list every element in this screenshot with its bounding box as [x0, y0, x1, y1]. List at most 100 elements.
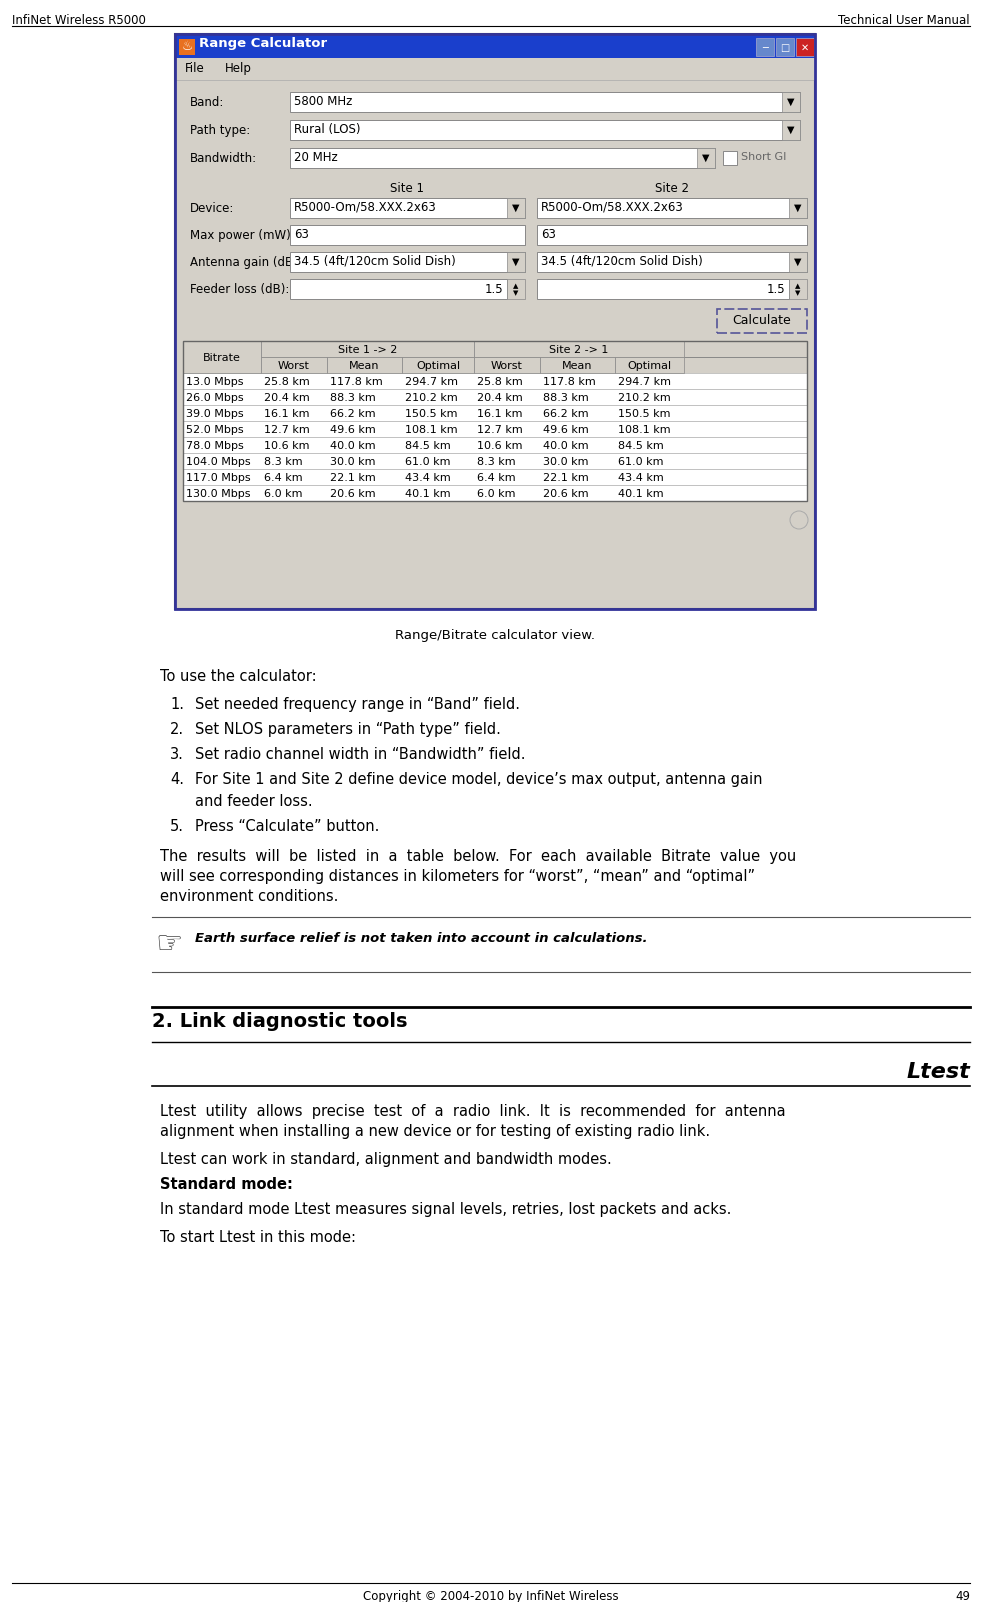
- Text: 10.6 km: 10.6 km: [264, 441, 309, 452]
- Bar: [615, 357, 684, 373]
- Text: 6.4 km: 6.4 km: [477, 473, 516, 482]
- Text: 12.7 km: 12.7 km: [477, 425, 522, 436]
- Text: 210.2 km: 210.2 km: [405, 392, 458, 404]
- Text: Max power (mW):: Max power (mW):: [190, 229, 295, 242]
- Text: Ltest  utility  allows  precise  test  of  a  radio  link.  It  is  recommended : Ltest utility allows precise test of a r…: [160, 1104, 786, 1120]
- Bar: [537, 252, 807, 272]
- Text: 34.5 (4ft/120cm Solid Dish): 34.5 (4ft/120cm Solid Dish): [541, 255, 703, 268]
- Text: alignment when installing a new device or for testing of existing radio link.: alignment when installing a new device o…: [160, 1125, 710, 1139]
- Text: Path type:: Path type:: [190, 123, 250, 138]
- Bar: [290, 224, 525, 245]
- Bar: [183, 373, 807, 389]
- Text: 294.7 km: 294.7 km: [405, 376, 458, 388]
- Bar: [537, 199, 807, 218]
- Bar: [290, 199, 525, 218]
- Text: Bandwidth:: Bandwidth:: [190, 152, 257, 165]
- Text: 66.2 km: 66.2 km: [543, 409, 588, 420]
- Text: ♨: ♨: [182, 40, 192, 53]
- Bar: [756, 38, 774, 56]
- Text: Standard mode:: Standard mode:: [160, 1177, 293, 1192]
- Text: 49: 49: [955, 1591, 970, 1602]
- Bar: [179, 38, 195, 54]
- Text: 16.1 km: 16.1 km: [477, 409, 522, 420]
- Text: Optimal: Optimal: [627, 360, 672, 372]
- Text: Earth surface relief is not taken into account in calculations.: Earth surface relief is not taken into a…: [195, 932, 647, 945]
- Bar: [796, 38, 814, 56]
- Text: Site 2: Site 2: [655, 183, 689, 195]
- Text: Site 2 -> 1: Site 2 -> 1: [549, 344, 609, 356]
- Text: Feeder loss (dB):: Feeder loss (dB):: [190, 284, 290, 296]
- Text: □: □: [781, 43, 790, 53]
- Bar: [474, 357, 540, 373]
- Text: 63: 63: [294, 227, 309, 240]
- Text: 10.6 km: 10.6 km: [477, 441, 522, 452]
- Text: 61.0 km: 61.0 km: [405, 457, 451, 468]
- Text: For Site 1 and Site 2 define device model, device’s max output, antenna gain: For Site 1 and Site 2 define device mode…: [195, 772, 762, 787]
- Bar: [183, 485, 807, 501]
- Text: 6.0 km: 6.0 km: [477, 489, 516, 498]
- Text: 12.7 km: 12.7 km: [264, 425, 309, 436]
- Text: 61.0 km: 61.0 km: [618, 457, 664, 468]
- Bar: [537, 279, 789, 300]
- Bar: [327, 357, 402, 373]
- Text: The  results  will  be  listed  in  a  table  below.  For  each  available  Bitr: The results will be listed in a table be…: [160, 849, 796, 863]
- Bar: [183, 421, 807, 437]
- Text: 20.4 km: 20.4 km: [477, 392, 522, 404]
- Text: Help: Help: [225, 62, 251, 75]
- Text: 40.1 km: 40.1 km: [405, 489, 451, 498]
- Text: 150.5 km: 150.5 km: [405, 409, 458, 420]
- Bar: [717, 309, 807, 333]
- Text: 88.3 km: 88.3 km: [543, 392, 589, 404]
- Bar: [183, 341, 807, 501]
- Bar: [290, 252, 525, 272]
- Text: File: File: [185, 62, 205, 75]
- Circle shape: [790, 511, 808, 529]
- Text: 13.0 Mbps: 13.0 Mbps: [186, 376, 244, 388]
- Text: 8.3 km: 8.3 km: [477, 457, 516, 468]
- Text: 39.0 Mbps: 39.0 Mbps: [186, 409, 244, 420]
- Text: Set NLOS parameters in “Path type” field.: Set NLOS parameters in “Path type” field…: [195, 723, 501, 737]
- Text: 20.6 km: 20.6 km: [543, 489, 588, 498]
- Text: Mean: Mean: [563, 360, 593, 372]
- Text: 66.2 km: 66.2 km: [330, 409, 376, 420]
- Text: 1.5: 1.5: [766, 284, 785, 296]
- Text: 130.0 Mbps: 130.0 Mbps: [186, 489, 250, 498]
- Text: 34.5 (4ft/120cm Solid Dish): 34.5 (4ft/120cm Solid Dish): [294, 255, 456, 268]
- Bar: [183, 405, 807, 421]
- Text: Short GI: Short GI: [741, 152, 787, 162]
- Bar: [290, 279, 507, 300]
- Text: 63: 63: [541, 227, 556, 240]
- Bar: [175, 34, 815, 58]
- Text: R5000-Om/58.XXX.2x63: R5000-Om/58.XXX.2x63: [294, 200, 437, 215]
- Text: 6.4 km: 6.4 km: [264, 473, 302, 482]
- Text: Optimal: Optimal: [416, 360, 460, 372]
- Text: 49.6 km: 49.6 km: [543, 425, 589, 436]
- Text: To use the calculator:: To use the calculator:: [160, 670, 316, 684]
- Text: 16.1 km: 16.1 km: [264, 409, 309, 420]
- Text: and feeder loss.: and feeder loss.: [195, 795, 312, 809]
- Text: ✕: ✕: [801, 43, 809, 53]
- Bar: [183, 341, 261, 373]
- Text: 2.: 2.: [170, 723, 184, 737]
- Text: 1.5: 1.5: [484, 284, 503, 296]
- Text: ▲: ▲: [514, 284, 518, 288]
- Text: Calculate: Calculate: [733, 314, 791, 327]
- Bar: [183, 437, 807, 453]
- Text: 20.6 km: 20.6 km: [330, 489, 376, 498]
- Text: Range Calculator: Range Calculator: [199, 37, 327, 50]
- Bar: [782, 120, 800, 139]
- Text: ▼: ▼: [788, 125, 794, 135]
- Text: 117.0 Mbps: 117.0 Mbps: [186, 473, 250, 482]
- Bar: [402, 357, 474, 373]
- Text: environment conditions.: environment conditions.: [160, 889, 339, 904]
- Text: Site 1 -> 2: Site 1 -> 2: [338, 344, 397, 356]
- Text: 30.0 km: 30.0 km: [330, 457, 375, 468]
- Bar: [183, 453, 807, 469]
- Text: InfiNet Wireless R5000: InfiNet Wireless R5000: [12, 14, 146, 27]
- Text: 117.8 km: 117.8 km: [543, 376, 596, 388]
- Text: 108.1 km: 108.1 km: [618, 425, 671, 436]
- Text: 49.6 km: 49.6 km: [330, 425, 376, 436]
- Text: Antenna gain (dBi):: Antenna gain (dBi):: [190, 256, 305, 269]
- Text: 117.8 km: 117.8 km: [330, 376, 383, 388]
- Bar: [183, 341, 807, 357]
